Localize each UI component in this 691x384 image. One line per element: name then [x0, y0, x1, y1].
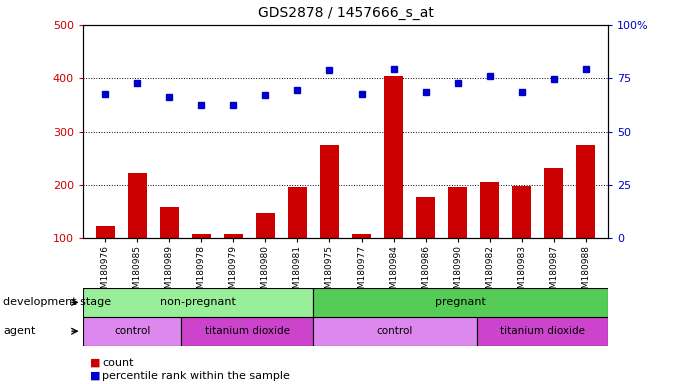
Text: control: control — [114, 326, 151, 336]
Bar — [313, 317, 477, 346]
Text: GDS2878 / 1457666_s_at: GDS2878 / 1457666_s_at — [258, 6, 433, 20]
Bar — [320, 145, 339, 291]
Text: percentile rank within the sample: percentile rank within the sample — [102, 371, 290, 381]
Bar — [477, 317, 608, 346]
Bar — [384, 76, 403, 291]
Text: non-pregnant: non-pregnant — [160, 297, 236, 308]
Bar — [512, 186, 531, 291]
Bar — [224, 234, 243, 291]
Bar — [313, 288, 608, 317]
Bar — [181, 317, 312, 346]
Bar — [448, 187, 467, 291]
Text: count: count — [102, 358, 134, 368]
Bar — [352, 234, 371, 291]
Bar — [480, 182, 499, 291]
Bar — [288, 187, 307, 291]
Text: ■: ■ — [90, 358, 100, 368]
Bar — [416, 197, 435, 291]
Bar — [160, 207, 179, 291]
Bar — [83, 317, 181, 346]
Bar — [96, 226, 115, 291]
Bar — [256, 212, 275, 291]
Text: development stage: development stage — [3, 297, 111, 308]
Bar — [192, 234, 211, 291]
Text: pregnant: pregnant — [435, 297, 486, 308]
Text: control: control — [377, 326, 413, 336]
Bar — [544, 168, 563, 291]
Bar — [128, 173, 147, 291]
Text: agent: agent — [3, 326, 36, 336]
Text: titanium dioxide: titanium dioxide — [500, 326, 585, 336]
Bar — [83, 288, 313, 317]
Text: ■: ■ — [90, 371, 100, 381]
Bar — [576, 145, 595, 291]
Text: titanium dioxide: titanium dioxide — [205, 326, 290, 336]
